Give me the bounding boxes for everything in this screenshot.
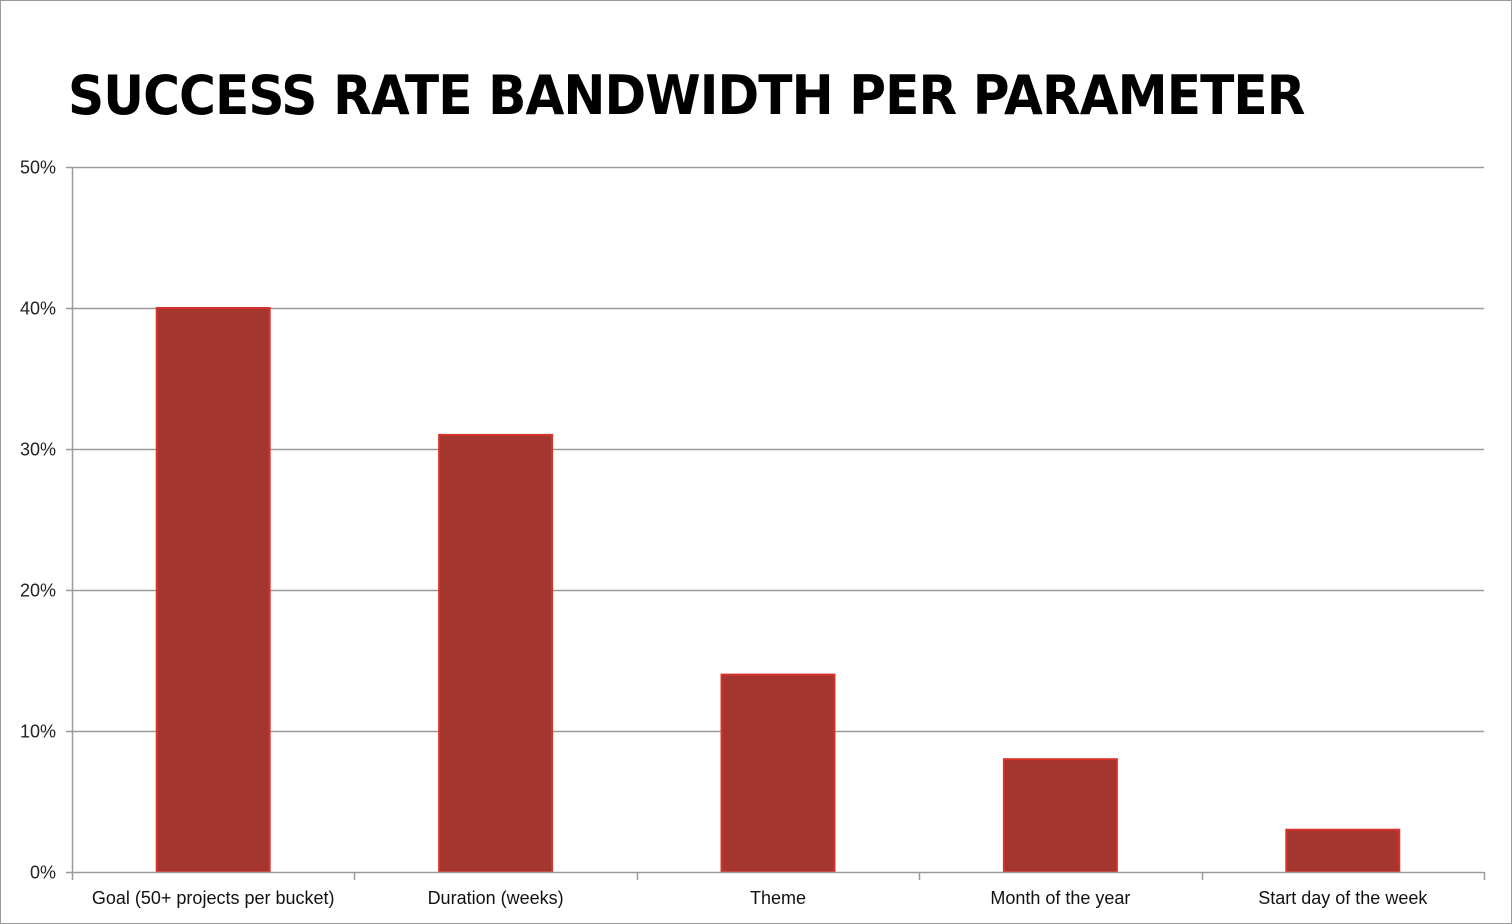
- y-tick-label: 10%: [20, 722, 56, 742]
- x-category-label: Start day of the week: [1258, 888, 1428, 908]
- y-tick-label: 20%: [20, 581, 56, 601]
- bar: [720, 673, 836, 873]
- bar: [438, 433, 554, 873]
- gridlines: [72, 166, 1484, 733]
- bar: [1285, 828, 1401, 874]
- x-category-label: Theme: [750, 888, 806, 908]
- x-axis-category-labels: Goal (50+ projects per bucket) Duration (…: [92, 888, 1428, 908]
- y-tick-label: 30%: [20, 440, 56, 460]
- y-tick-label: 40%: [20, 299, 56, 319]
- y-tick-label: 50%: [20, 158, 56, 178]
- axes: [71, 167, 1486, 880]
- y-axis-tick-labels: 0% 10% 20% 30% 40% 50%: [20, 158, 72, 883]
- x-category-label: Duration (weeks): [428, 888, 564, 908]
- bar: [155, 307, 271, 873]
- x-category-label: Month of the year: [990, 888, 1130, 908]
- y-tick-label: 0%: [30, 863, 56, 883]
- x-category-label: Goal (50+ projects per bucket): [92, 888, 335, 908]
- chart-title: SUCCESS RATE BANDWIDTH PER PARAMETER: [68, 64, 1305, 127]
- bars: [155, 307, 1401, 874]
- bar: [1002, 758, 1118, 874]
